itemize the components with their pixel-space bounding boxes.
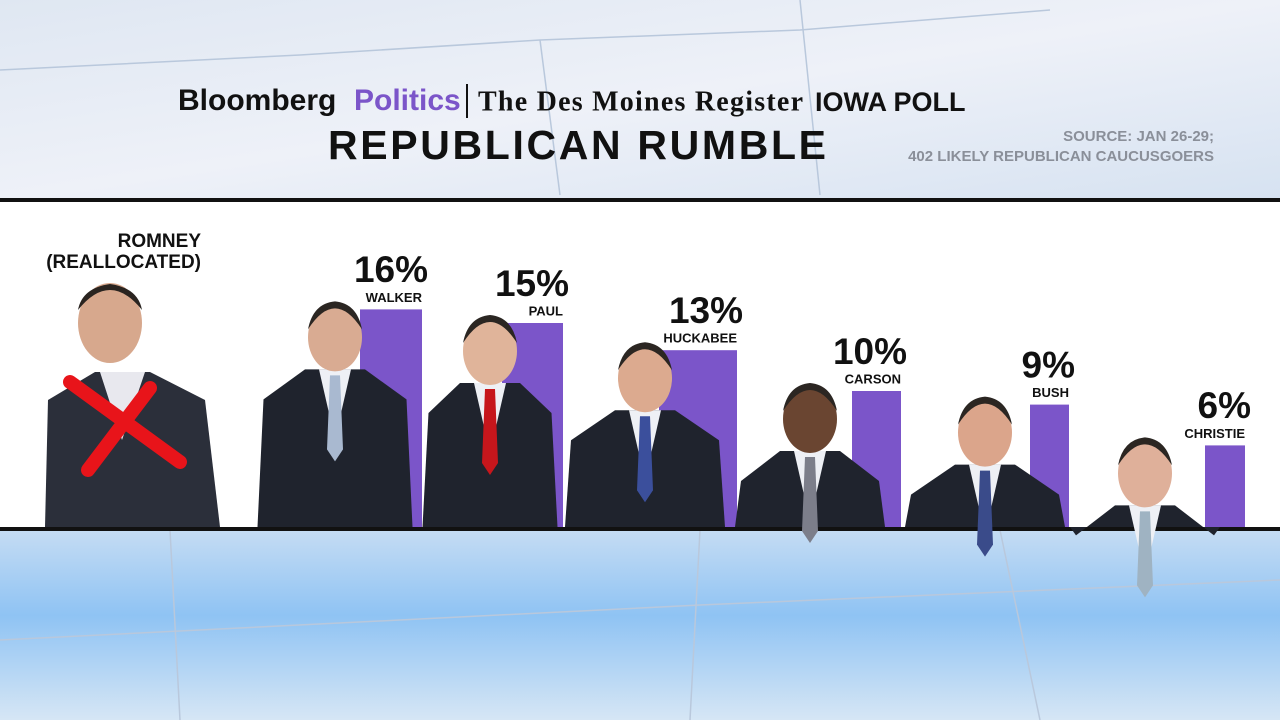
photo	[422, 315, 558, 527]
photo-face	[618, 344, 672, 413]
category-label: HUCKABEE	[663, 331, 737, 346]
value-label: 9%	[1022, 344, 1075, 385]
photo-hair	[618, 342, 672, 371]
photo-tie	[482, 389, 498, 475]
bar	[1205, 445, 1245, 527]
newspaper: The Des Moines Register	[478, 86, 803, 117]
value-label: 13%	[669, 290, 743, 331]
photo	[1070, 437, 1220, 598]
annotation: ROMNEY	[118, 231, 202, 252]
chart-title: REPUBLICAN RUMBLE	[328, 122, 826, 168]
category-label: PAUL	[529, 303, 563, 318]
annotation: (REALLOCATED)	[46, 252, 201, 273]
value-label: 15%	[495, 263, 569, 304]
brand-section: Politics	[354, 84, 461, 117]
value-label: 16%	[354, 249, 428, 290]
photo-face	[958, 398, 1012, 467]
divider	[0, 198, 1280, 202]
category-label: CARSON	[845, 371, 901, 386]
poll-name: IOWA POLL	[815, 87, 966, 117]
category-label: WALKER	[366, 290, 423, 305]
category-label: CHRISTIE	[1184, 426, 1245, 441]
photo-hair	[958, 396, 1012, 425]
source: SOURCE: JAN 26-29;	[1063, 128, 1214, 145]
photo-hair	[463, 315, 517, 343]
photo-tie	[327, 375, 343, 462]
value-label: 10%	[833, 331, 907, 372]
photo-face	[1118, 439, 1172, 508]
photo	[905, 396, 1065, 557]
footer-background	[0, 530, 1280, 720]
photo-tie	[1137, 511, 1153, 598]
category-label: BUSH	[1032, 385, 1069, 400]
photo-tie	[977, 470, 993, 557]
photo	[565, 342, 725, 527]
photo-hair	[1118, 437, 1172, 466]
photo-face	[308, 303, 362, 372]
header-background	[0, 0, 1280, 200]
value-label: 6%	[1198, 385, 1251, 426]
photo-face	[783, 385, 837, 453]
source: 402 LIKELY REPUBLICAN CAUCUSGOERS	[908, 148, 1214, 165]
brand: Bloomberg	[178, 84, 336, 117]
photo-hair	[783, 383, 837, 411]
photo-hair	[308, 301, 362, 330]
photo-tie	[637, 416, 653, 503]
photo-tie	[802, 457, 818, 543]
romney-photo	[45, 283, 220, 527]
divider	[0, 527, 1280, 531]
photo	[257, 301, 413, 527]
photo	[735, 383, 885, 543]
photo-face	[463, 317, 517, 385]
